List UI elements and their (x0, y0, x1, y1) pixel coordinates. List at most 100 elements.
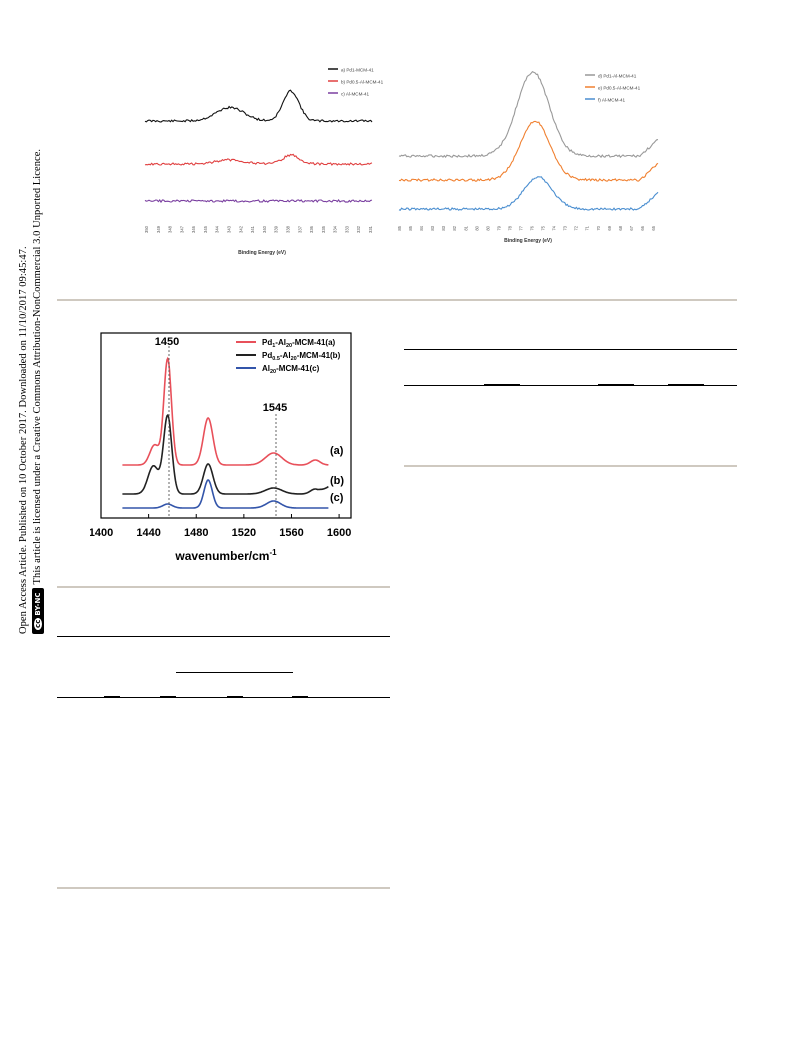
table2-span-rule (176, 672, 293, 673)
xps1-series-2 (144, 198, 373, 204)
ir-x-label: wavenumber/cm-1 (174, 548, 277, 563)
ir-legend-label-c: Al20-MCM-41(c) (262, 364, 320, 375)
legend-label-d: d) Pd1-Al-MCM-41 (598, 74, 637, 79)
xps2-tick-label: 74 (552, 225, 557, 230)
ir-legend-label-b: Pd0.5-Al20-MCM-41(b) (262, 351, 341, 362)
legend-label-f: f) Al-MCM-41 (598, 98, 625, 103)
ir-plot-frame (100, 332, 352, 519)
xps1-legend: a) Pd1-MCM-41 b) Pd0.5-Al-MCM-41 c) Al-M… (328, 68, 384, 97)
xps1-x-label: Binding Energy (eV) (238, 250, 286, 256)
ir-chart: 1450 1545 Pd1-Al20-MCM-41(a) Pd0.5-Al20-… (90, 332, 352, 563)
ir-series-2 (122, 479, 329, 509)
section-divider (57, 299, 737, 301)
ir-tick-label: 1480 (184, 527, 208, 539)
xps2-series-2 (398, 176, 659, 211)
table2-mark-2 (160, 696, 176, 698)
xps1-tick-label: 343 (227, 225, 232, 233)
xps2-tick-label: 85 (397, 225, 402, 230)
xps1-tick-label: 338 (285, 225, 290, 233)
legend-label-a: a) Pd1-MCM-41 (341, 68, 374, 73)
ir-series-0 (122, 356, 329, 466)
xps1-tick-label: 332 (356, 225, 361, 233)
xps1-tick-label: 347 (179, 225, 184, 233)
left-divider-2 (57, 887, 390, 889)
xps2-tick-label: 76 (530, 225, 535, 230)
xps2-tick-label: 79 (496, 225, 501, 230)
xps2-tick-label: 69 (607, 225, 612, 230)
ir-series-1 (122, 413, 329, 495)
xps1-tick-label: 349 (156, 225, 161, 233)
xps1-tick-label: 335 (321, 225, 326, 233)
legend-label-b: b) Pd0.5-Al-MCM-41 (341, 80, 384, 85)
ir-tag-c: (c) (330, 492, 344, 504)
xps1-tick-label: 345 (203, 225, 208, 233)
xps1-tick-label: 340 (262, 225, 267, 233)
ir-x-ticks: 1400 1440 1480 1520 1560 1600 (90, 514, 351, 539)
ir-tag-a: (a) (330, 445, 344, 457)
xps1-tick-label: 334 (333, 225, 338, 233)
xps2-tick-label: 75 (541, 225, 546, 230)
xps-pd-chart: a) Pd1-MCM-41 b) Pd0.5-Al-MCM-41 c) Al-M… (144, 68, 384, 257)
ir-annotation-1545: 1545 (263, 402, 287, 414)
xps2-tick-label: 73 (563, 225, 568, 230)
license-sidebar: Open Access Article. Published on 10 Oct… (0, 0, 44, 1039)
xps2-tick-label: 83 (430, 225, 435, 230)
table-mark-3 (668, 384, 704, 386)
xps2-legend: d) Pd1-Al-MCM-41 e) Pd0.5-Al-MCM-41 f) A… (585, 74, 641, 103)
xps1-tick-label: 331 (368, 225, 373, 233)
table2-mark-3 (227, 696, 243, 698)
xps1-x-ticks: 350 349 348 347 346 345 344 343 342 341 340 339 338 3… (144, 225, 373, 233)
ir-legend-label-a: Pd1-Al20-MCM-41(a) (262, 338, 336, 349)
table2-mark-4 (292, 696, 308, 698)
xps1-tick-label: 336 (309, 225, 314, 233)
license-notice: ccBY-NCThis article is licensed under a … (32, 149, 44, 634)
ir-tick-label: 1600 (327, 527, 351, 539)
xps1-series-0 (144, 89, 373, 123)
table2-mark-1 (104, 696, 120, 698)
table-rule-top (404, 349, 737, 350)
xps2-tick-label: 80 (485, 225, 490, 230)
xps2-tick-label: 83 (441, 225, 446, 230)
xps1-series-1 (144, 153, 373, 166)
table-mark-2 (598, 384, 634, 386)
access-notice: Open Access Article. Published on 10 Oct… (18, 246, 29, 634)
legend-label-c: c) Al-MCM-41 (341, 92, 370, 97)
xps2-tick-label: 81 (463, 225, 468, 230)
table-mark-1 (484, 384, 520, 386)
cc-license-badge[interactable]: ccBY-NC (32, 588, 44, 634)
xps1-tick-label: 342 (238, 225, 243, 233)
xps2-tick-label: 85 (408, 225, 413, 230)
table2-rule-header (57, 697, 390, 698)
xps2-tick-label: 77 (518, 225, 523, 230)
right-column-divider (404, 465, 737, 467)
xps2-x-label: Binding Energy (eV) (504, 238, 552, 244)
ir-annotation-1450: 1450 (155, 336, 179, 348)
xps2-tick-label: 65 (651, 225, 656, 230)
xps2-tick-label: 71 (585, 225, 590, 230)
xps1-tick-label: 337 (297, 225, 302, 233)
table2-rule-top (57, 636, 390, 637)
legend-label-e: e) Pd0.5-Al-MCM-41 (598, 86, 641, 91)
xps2-tick-label: 68 (618, 225, 623, 230)
xps2-tick-label: 67 (629, 225, 634, 230)
table-rule-bottom (404, 385, 737, 386)
xps2-tick-label: 72 (574, 225, 579, 230)
xps1-tick-label: 346 (191, 225, 196, 233)
xps2-tick-label: 78 (507, 225, 512, 230)
xps2-tick-label: 80 (474, 225, 479, 230)
ir-tick-label: 1520 (232, 527, 256, 539)
xps1-tick-label: 350 (144, 225, 149, 233)
xps1-tick-label: 333 (344, 225, 349, 233)
xps1-tick-label: 348 (168, 225, 173, 233)
ir-tag-b: (b) (330, 475, 344, 487)
xps2-tick-label: 82 (452, 225, 457, 230)
ir-tick-label: 1400 (90, 527, 113, 539)
xps2-tick-label: 66 (640, 225, 645, 230)
ir-tick-label: 1440 (136, 527, 160, 539)
xps1-tick-label: 341 (250, 225, 255, 233)
xps2-tick-label: 84 (419, 225, 424, 230)
xps-al-chart: d) Pd1-Al-MCM-41 e) Pd0.5-Al-MCM-41 f) A… (397, 71, 659, 244)
xps1-tick-label: 344 (215, 225, 220, 233)
ir-tick-label: 1560 (279, 527, 303, 539)
left-divider-1 (57, 586, 390, 588)
